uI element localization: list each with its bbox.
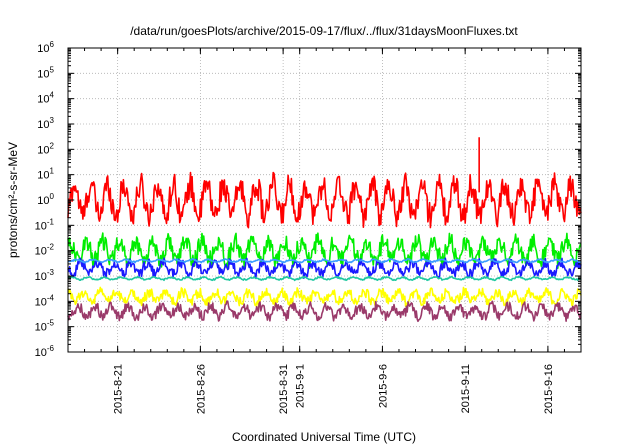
y-tick-label: 105	[37, 65, 54, 80]
series-line-1	[67, 232, 582, 270]
x-tick-label: 2015-9-1	[295, 364, 307, 408]
y-tick-label: 103	[37, 116, 54, 131]
y-tick-label: 100	[37, 192, 54, 207]
x-axis-ticks: 2015-8-21 2015-8-26 2015-8-31 2015-9-1 2015-…	[67, 48, 582, 414]
x-tick-label: 2015-9-11	[460, 364, 472, 413]
y-tick-label: 10-5	[35, 319, 55, 334]
y-tick-label: 10-1	[35, 217, 55, 232]
series-line-0	[67, 171, 582, 229]
y-axis-ticks: 106 105 104 103 102 101 100 10-1 10-2 10-3 10-4 10-…	[35, 40, 581, 359]
y-tick-label: 102	[37, 141, 54, 156]
x-tick-label: 2015-9-16	[543, 364, 555, 414]
y-tick-label: 101	[37, 167, 54, 182]
x-axis-label: Coordinated Universal Time (UTC)	[232, 430, 416, 444]
y-tick-label: 10-2	[35, 243, 55, 258]
y-tick-label: 10-3	[35, 268, 55, 283]
y-tick-label: 10-4	[35, 293, 55, 308]
x-tick-label: 2015-8-21	[113, 364, 125, 414]
y-tick-label: 106	[37, 40, 54, 55]
series-line-4	[67, 275, 582, 282]
plot-series	[67, 137, 582, 323]
x-tick-label: 2015-8-26	[195, 364, 207, 414]
x-tick-label: 2015-8-31	[278, 364, 290, 414]
series-line-5	[67, 286, 582, 308]
y-tick-label: 104	[37, 91, 54, 106]
chart-title: /data/run/goesPlots/archive/2015-09-17/f…	[130, 24, 518, 38]
series-line-6	[67, 300, 582, 323]
x-tick-label: 2015-9-6	[377, 364, 389, 408]
series-line-3	[68, 257, 582, 264]
y-tick-label: 10-6	[35, 344, 55, 359]
y-axis-label: protons/cm²-s-sr-MeV	[6, 142, 20, 258]
